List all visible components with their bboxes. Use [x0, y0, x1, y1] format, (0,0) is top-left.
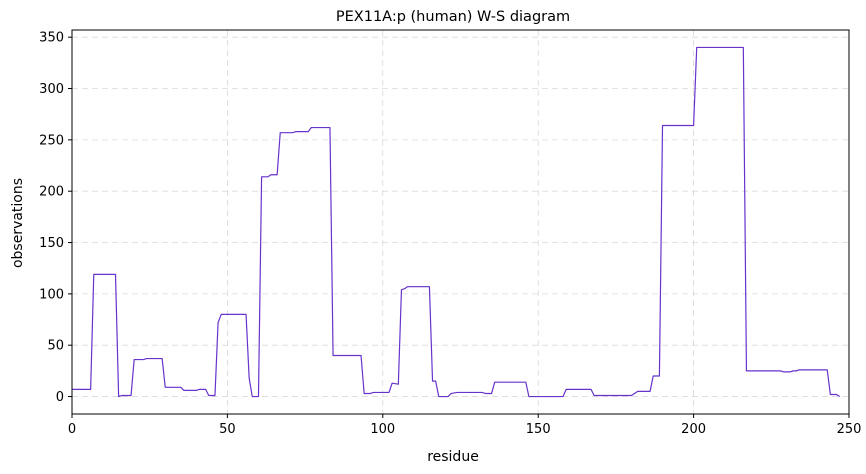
series-line [72, 46, 841, 398]
x-tick-label: 150 [526, 422, 551, 437]
grid-lines [72, 30, 849, 414]
y-tick-label: 350 [39, 31, 64, 46]
x-tick-label: 100 [370, 422, 395, 437]
x-tick-label: 200 [681, 422, 706, 437]
y-tick-label: 0 [56, 390, 64, 405]
chart-title: PEX11A:p (human) W-S diagram [336, 9, 570, 25]
x-tick-label: 50 [219, 422, 236, 437]
plot-area [72, 46, 841, 398]
y-tick-label: 50 [47, 339, 64, 354]
y-tick-label: 150 [39, 236, 64, 251]
y-tick-label: 100 [39, 287, 64, 302]
y-tick-label: 300 [39, 82, 64, 97]
plot-frame [71, 29, 850, 415]
y-tick-label: 200 [39, 185, 64, 200]
x-tick-label: 250 [837, 422, 862, 437]
y-axis-title: observations [10, 178, 26, 268]
x-tick-label: 0 [68, 422, 76, 437]
y-tick-label: 250 [39, 133, 64, 148]
axis-ticks: 0 50 100 150 200 250 0 50 100 150 200 250 300 350 [39, 31, 861, 437]
x-axis-title: residue [427, 449, 479, 465]
